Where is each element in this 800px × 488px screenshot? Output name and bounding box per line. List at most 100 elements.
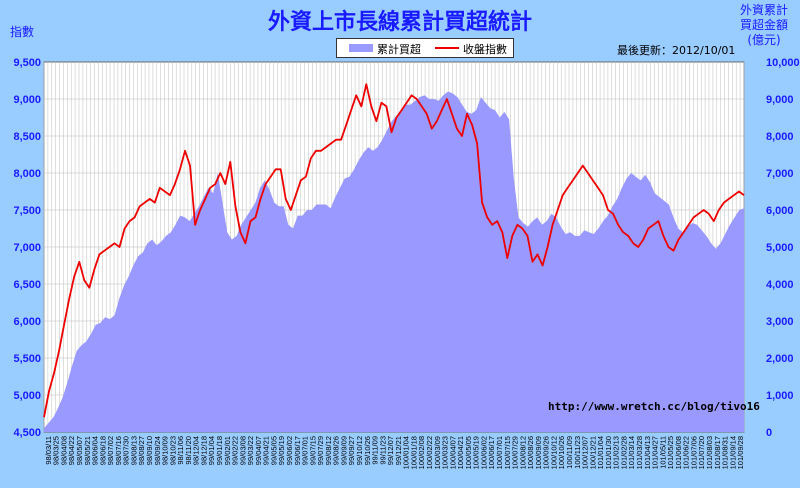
left-tick-label: 4,500 [13, 427, 41, 439]
x-tick-label: 100/10/26 [557, 436, 566, 469]
x-tick-label: 100/04/07 [448, 436, 457, 469]
right-tick-label: 5,000 [766, 242, 794, 254]
x-tick-label: 98/05/07 [75, 436, 84, 465]
x-tick-label: 99/03/08 [238, 436, 247, 465]
legend-line-label: 收盤指數 [463, 43, 507, 56]
x-tick-label: 98/11/06 [176, 436, 185, 465]
x-tick-label: 100/07/15 [503, 436, 512, 469]
x-tick-label: 99/06/02 [285, 436, 294, 465]
x-tick-label: 99/07/01 [301, 436, 310, 465]
chart-title: 外資上市長線累計買超統計 [267, 10, 532, 35]
x-tick-label: 98/12/04 [192, 436, 201, 465]
x-tick-label: 100/10/12 [549, 436, 558, 469]
x-tick-label: 99/07/29 [316, 436, 325, 465]
x-tick-label: 98/12/18 [199, 436, 208, 465]
x-tick-label: 100/09/26 [542, 436, 551, 469]
x-tick-label: 100/02/08 [417, 436, 426, 469]
x-tick-label: 99/01/04 [207, 436, 216, 465]
chart-legend: 累計買超 收盤指數 [336, 38, 514, 58]
x-tick-label: 101/04/13 [643, 436, 652, 469]
x-tick-label: 98/04/22 [67, 436, 76, 465]
x-tick-label: 99/05/19 [277, 436, 286, 465]
x-tick-label: 100/02/22 [425, 436, 434, 469]
legend-area-swatch [349, 44, 373, 52]
x-tick-label: 100/06/02 [479, 436, 488, 469]
left-tick-label: 7,500 [13, 205, 41, 217]
right-tick-label: 3,000 [766, 316, 794, 328]
x-tick-label: 100/12/21 [588, 436, 597, 469]
left-axis-title: 指數 [10, 25, 35, 39]
x-tick-label: 99/07/15 [308, 436, 317, 465]
x-tick-label: 98/03/25 [52, 436, 61, 465]
x-tick-label: 98/07/02 [106, 436, 115, 465]
right-tick-label: 9,000 [766, 94, 794, 106]
x-tick-label: 101/08/17 [713, 436, 722, 469]
x-tick-label: 101/03/28 [635, 436, 644, 469]
right-tick-label: 1,000 [766, 390, 794, 402]
x-tick-label: 100/07/01 [495, 436, 504, 469]
last-updated-text: 最後更新：2012/10/01 [617, 44, 736, 57]
x-tick-label: 99/10/12 [355, 436, 364, 465]
x-tick-label: 100/09/09 [534, 436, 543, 469]
x-tick-label: 99/06/17 [293, 436, 302, 465]
x-tick-label: 99/04/07 [254, 436, 263, 465]
left-tick-label: 6,500 [13, 279, 41, 291]
x-tick-label: 98/08/27 [137, 436, 146, 465]
x-tick-label: 100/07/29 [511, 436, 520, 469]
x-tick-label: 98/10/23 [168, 436, 177, 465]
x-tick-label: 100/01/04 [402, 436, 411, 469]
x-tick-label: 101/07/06 [689, 436, 698, 469]
x-tick-label: 99/10/26 [363, 436, 372, 465]
x-tick-label: 100/06/17 [487, 436, 496, 469]
x-tick-label: 99/01/18 [215, 436, 224, 465]
left-tick-label: 6,000 [13, 316, 41, 328]
right-tick-label: 4,000 [766, 279, 794, 291]
x-tick-label: 98/08/13 [129, 436, 138, 465]
x-tick-label: 100/03/09 [433, 436, 442, 469]
legend-area-label: 累計買超 [377, 43, 421, 56]
source-url: http://www.wretch.cc/blog/tivo16 [548, 400, 760, 413]
x-tick-label: 100/11/23 [573, 436, 582, 469]
right-axis-title-line1: 外資累計 [739, 3, 788, 17]
x-tick-label: 100/05/19 [472, 436, 481, 469]
x-tick-label: 101/09/28 [736, 436, 745, 469]
left-tick-label: 7,000 [13, 242, 41, 254]
x-tick-label: 100/03/23 [441, 436, 450, 469]
right-axis-title-line3: (億元) [747, 33, 781, 47]
x-tick-label: 98/09/24 [153, 436, 162, 465]
series-area-cumulative-buy [44, 91, 744, 432]
x-tick-label: 99/04/21 [262, 436, 271, 465]
right-tick-label: 2,000 [766, 353, 794, 365]
right-axis-title-line2: 買超金額 [739, 18, 788, 32]
x-tick-label: 101/09/14 [728, 436, 737, 469]
x-tick-label: 100/01/18 [409, 436, 418, 469]
x-tick-label: 101/06/08 [674, 436, 683, 469]
left-tick-label: 9,000 [13, 94, 41, 106]
x-tick-label: 99/05/05 [269, 436, 278, 465]
x-tick-label: 99/11/09 [371, 436, 380, 465]
right-axis-title: 外資累計 買超金額 (億元) [734, 3, 794, 48]
x-tick-label: 101/06/22 [682, 436, 691, 469]
x-tick-label: 99/11/23 [378, 436, 387, 465]
right-tick-label: 10,000 [766, 57, 800, 69]
x-tick-label: 101/04/27 [651, 436, 660, 469]
x-tick-label: 101/05/11 [658, 436, 667, 469]
x-tick-label: 99/02/22 [231, 436, 240, 465]
right-tick-label: 0 [766, 427, 772, 439]
x-tick-label: 99/02/01 [223, 436, 232, 465]
x-tick-label: 98/03/11 [44, 436, 53, 465]
legend-line-swatch [435, 47, 459, 49]
x-tick-label: 98/04/08 [59, 436, 68, 465]
x-tick-label: 99/03/22 [246, 436, 255, 465]
x-tick-label: 101/02/28 [619, 436, 628, 469]
x-tick-label: 99/12/07 [386, 436, 395, 465]
left-tick-label: 5,000 [13, 390, 41, 402]
x-tick-label: 99/08/12 [324, 436, 333, 465]
series-line-close-index [43, 83, 745, 418]
x-tick-label: 99/08/26 [332, 436, 341, 465]
left-tick-label: 8,000 [13, 168, 41, 180]
right-tick-label: 8,000 [766, 131, 794, 143]
x-tick-label: 99/12/21 [394, 436, 403, 465]
x-tick-label: 98/07/16 [114, 436, 123, 465]
